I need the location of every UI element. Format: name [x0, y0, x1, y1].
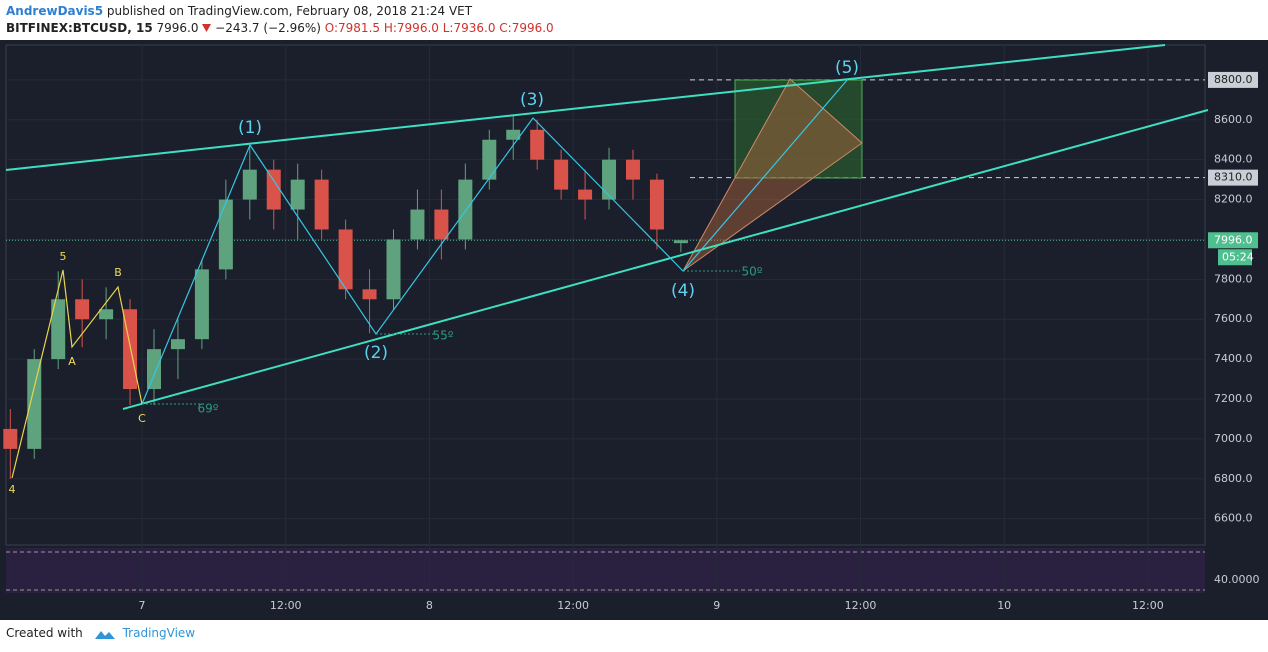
candle-body — [51, 299, 66, 360]
candle-body — [218, 199, 233, 270]
level-tag — [1208, 71, 1258, 88]
candle-body — [147, 349, 162, 390]
rsi-pane — [6, 548, 1205, 593]
candle-body — [27, 359, 42, 449]
y-tick-label: 6800.0 — [1214, 472, 1253, 485]
created-with: Created with — [6, 626, 83, 640]
annotation: C — [138, 412, 146, 425]
x-tick-label: 7 — [139, 599, 146, 612]
author[interactable]: AndrewDavis5 — [6, 4, 104, 18]
trend-line — [122, 109, 1209, 410]
annotation: (3) — [520, 90, 544, 110]
annotation: (1) — [238, 118, 262, 138]
x-tick-label: 12:00 — [270, 599, 302, 612]
candle-body — [242, 169, 257, 200]
candle-body — [386, 239, 401, 300]
level-label: 8310.0 — [1214, 171, 1253, 184]
drawings — [5, 44, 1209, 479]
x-tick-label: 8 — [426, 599, 433, 612]
level-tag — [1208, 232, 1258, 249]
ohlc-open: O:7981.5 — [324, 21, 381, 35]
trend-line — [5, 44, 1166, 171]
x-tick-label: 9 — [713, 599, 720, 612]
y-tick-label: 6600.0 — [1214, 512, 1253, 525]
annotation: 69º — [198, 402, 219, 416]
target-box — [734, 79, 863, 179]
annotation: 50º — [742, 265, 763, 279]
change: −243.7 (−2.96%) — [215, 21, 321, 35]
level-label: 8800.0 — [1214, 73, 1253, 86]
y-tick-label: 7800.0 — [1214, 272, 1253, 285]
countdown: 05:24 — [1222, 250, 1254, 263]
y-tick-label: 7600.0 — [1214, 312, 1253, 325]
annotation: 4 — [9, 483, 16, 496]
annotation: 5 — [60, 250, 67, 263]
last-price: 7996.0 — [156, 21, 199, 35]
abc-path — [11, 269, 143, 479]
level-label: 7996.0 — [1214, 233, 1253, 246]
annotation: (5) — [835, 58, 859, 78]
candle-body — [554, 159, 569, 190]
candle-body — [458, 179, 473, 240]
annotation: A — [68, 355, 76, 368]
brand[interactable]: TradingView — [122, 626, 196, 640]
wave-path — [141, 78, 849, 405]
header: AndrewDavis5 published on TradingView.co… — [6, 3, 554, 37]
annotation: 55º — [433, 329, 454, 343]
background — [0, 40, 1268, 620]
candle-body — [482, 139, 497, 180]
annotation: (2) — [364, 343, 388, 363]
published: published on TradingView.com, February 0… — [106, 4, 473, 18]
y-tick-label: 8200.0 — [1214, 193, 1253, 206]
x-tick-label: 12:00 — [845, 599, 877, 612]
candle-body — [290, 179, 305, 210]
x-tick-label: 10 — [997, 599, 1011, 612]
candle-body — [506, 129, 521, 140]
level-tag — [1208, 169, 1258, 186]
candle-body — [530, 129, 545, 160]
annotation: (4) — [671, 281, 695, 301]
down-arrow — [202, 24, 212, 32]
candle-body — [3, 428, 18, 449]
y-tick-label: 7400.0 — [1214, 352, 1253, 365]
candle-body — [649, 179, 664, 230]
candle-body — [194, 269, 209, 340]
y-tick-label: 7200.0 — [1214, 392, 1253, 405]
candle-body — [170, 339, 185, 350]
x-tick-label: 12:00 — [557, 599, 589, 612]
rsi-label: 40.0000 — [1214, 573, 1260, 586]
logo — [94, 630, 115, 639]
candle-body — [434, 209, 449, 240]
candle-body — [578, 189, 593, 200]
fan — [682, 78, 863, 272]
x-tick-label: 12:00 — [1132, 599, 1164, 612]
symbol: BITFINEX:BTCUSD, 15 — [6, 21, 153, 35]
ohlc-high: H:7996.0 — [383, 21, 439, 35]
candle-body — [625, 159, 640, 180]
candle-body — [362, 289, 377, 300]
footer: Created with TradingView — [6, 626, 195, 640]
y-tick-label: 7000.0 — [1214, 432, 1253, 445]
candle-body — [314, 179, 329, 230]
chart: 6600.0 6800.0 7000.0 7200.0 7400.0 7600.0 7800… — [0, 40, 1268, 620]
plot-frame — [5, 44, 1206, 546]
y-tick-label: 8600.0 — [1214, 113, 1253, 126]
candle-body — [338, 229, 353, 290]
candle-body — [673, 240, 688, 244]
annotation: B — [114, 266, 122, 279]
candle-body — [602, 159, 617, 200]
candle-body — [266, 169, 281, 210]
ohlc-close: C:7996.0 — [499, 21, 554, 35]
ohlc-low: L:7936.0 — [442, 21, 496, 35]
y-tick-label: 8400.0 — [1214, 153, 1253, 166]
candle-body — [410, 209, 425, 240]
countdown-tag — [1218, 249, 1252, 266]
candle-body — [99, 309, 114, 320]
candle-body — [75, 299, 90, 320]
